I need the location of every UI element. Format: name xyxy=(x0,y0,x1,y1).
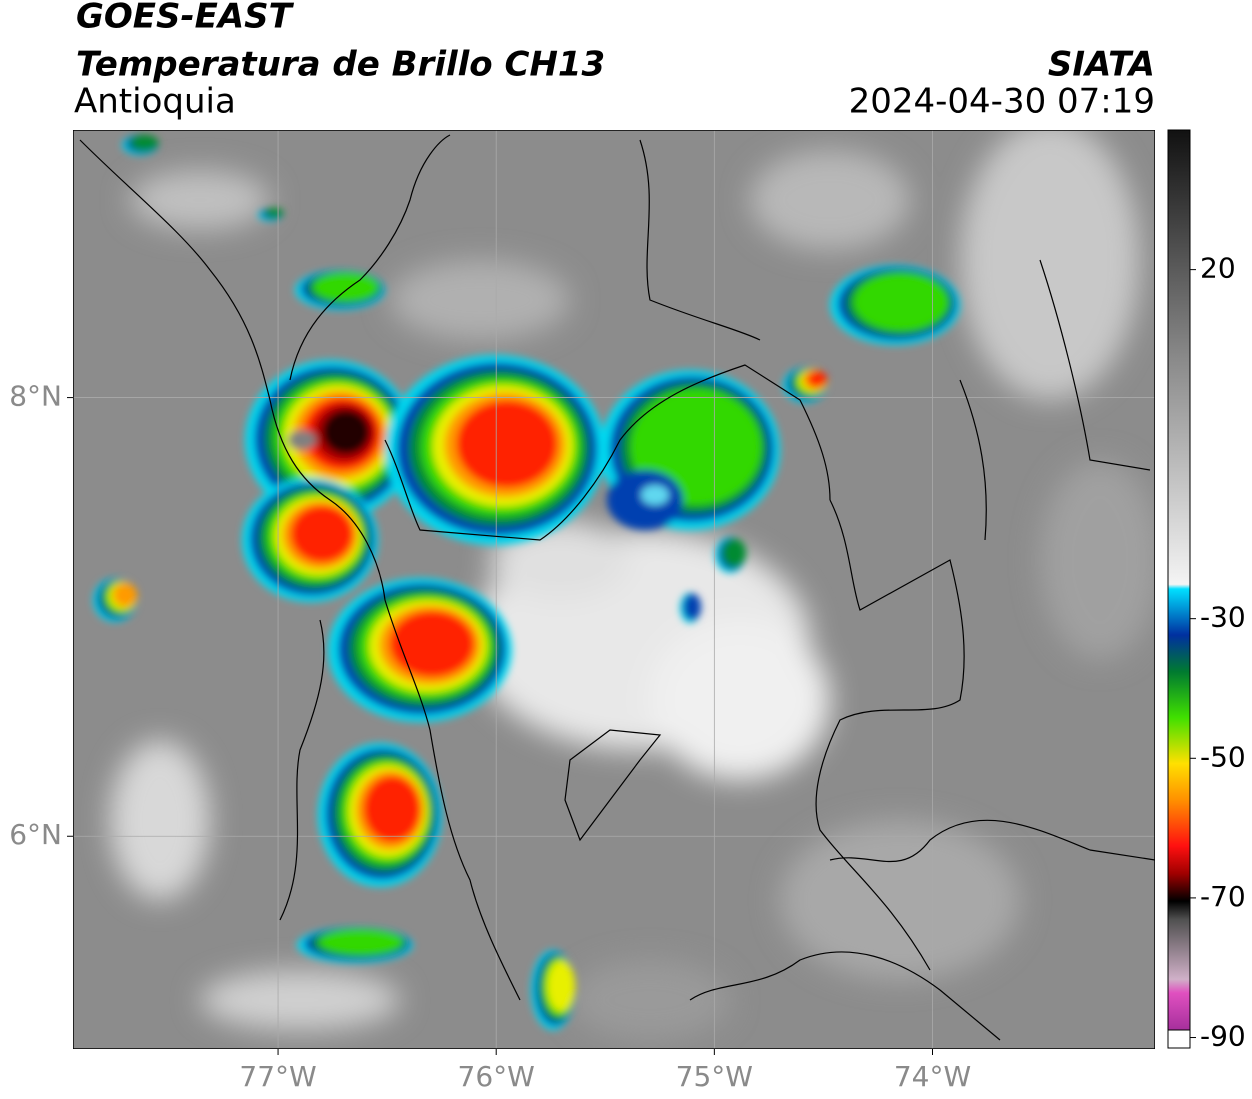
title: GOES-EAST xyxy=(76,0,295,37)
cloud xyxy=(390,260,570,340)
y-tick-label: 6°N xyxy=(9,818,62,851)
cloud xyxy=(200,970,400,1030)
storm-cell xyxy=(721,538,747,568)
storm-cell xyxy=(129,134,159,152)
cloud xyxy=(960,130,1140,400)
storm-cell xyxy=(456,400,558,488)
colorbar-tick-label: -50 xyxy=(1200,740,1246,773)
storm-cell xyxy=(546,960,576,1012)
map xyxy=(73,130,1155,1049)
cloud xyxy=(650,620,830,780)
colorbar-scale xyxy=(1167,129,1191,1049)
x-tick-label: 77°W xyxy=(239,1060,316,1093)
colorbar-tick-label: -70 xyxy=(1200,880,1246,913)
storm-cell xyxy=(322,409,370,455)
colorbar-tick-label: -30 xyxy=(1200,601,1246,634)
x-tick-label: 75°W xyxy=(676,1060,753,1093)
cloud xyxy=(570,960,730,1040)
storm-cell xyxy=(853,272,949,332)
cloud xyxy=(130,170,270,230)
datetime: 2024-04-30 07:19 xyxy=(849,82,1155,122)
source: SIATA xyxy=(1048,45,1155,85)
subtitle: Temperatura de Brillo CH13 xyxy=(76,45,605,85)
colorbar: 20 -30 -50 -70 -90 xyxy=(1167,129,1246,1053)
cloud xyxy=(750,150,910,250)
borders xyxy=(79,134,1155,1041)
storm-cell xyxy=(682,593,702,621)
storm-cell xyxy=(363,775,421,843)
y-tick-label: 8°N xyxy=(9,380,62,413)
storm-cell xyxy=(318,928,404,956)
x-tick-label: 76°W xyxy=(458,1060,535,1093)
storm-cell xyxy=(313,272,379,302)
cloud xyxy=(1040,460,1155,660)
storm-core xyxy=(641,485,669,505)
colorbar-tick-label: 20 xyxy=(1200,252,1236,285)
storm-core xyxy=(288,430,316,450)
region: Antioquia xyxy=(74,82,236,122)
cloud xyxy=(110,740,210,900)
storm-cell xyxy=(389,610,475,678)
cloud xyxy=(780,820,1020,980)
storm-cell xyxy=(112,582,138,608)
storm-cell xyxy=(290,505,354,563)
storm-cell xyxy=(806,370,828,388)
storm-cell xyxy=(264,208,284,218)
x-tick-label: 74°W xyxy=(894,1060,971,1093)
colorbar-tick-label: -90 xyxy=(1200,1020,1246,1053)
